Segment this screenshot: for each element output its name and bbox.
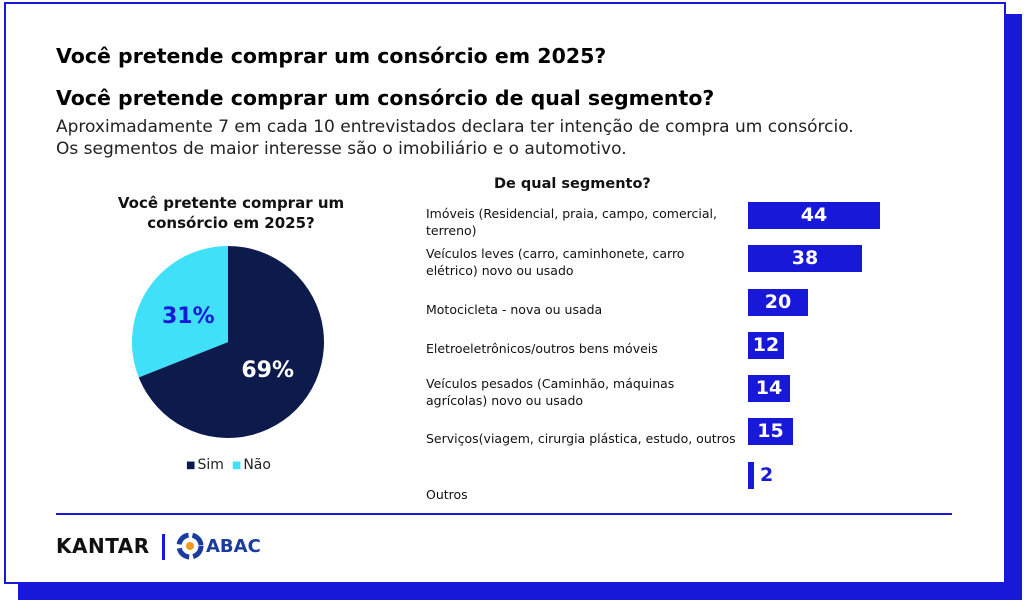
bar-mark — [748, 418, 793, 445]
summary-line-1: Aproximadamente 7 em cada 10 entrevistad… — [56, 117, 854, 137]
legend-item-sim: ■ Sim — [186, 457, 224, 473]
legend-label-sim: Sim — [197, 457, 224, 473]
bar-value-label: 2 — [760, 464, 774, 486]
bar-category-label: Motocicleta - nova ou usada — [426, 302, 603, 317]
pie-slice-sim — [138, 246, 324, 438]
bar-value-label: 12 — [752, 334, 780, 356]
bar-category-label: Eletroeletrônicos/outros bens móveis — [426, 341, 658, 356]
bar-category-label: Serviços(viagem, cirurgia plástica, estu… — [426, 431, 736, 446]
pie-label-sim: 69% — [241, 358, 294, 383]
bar-mark — [748, 375, 790, 402]
bar-category-label: Veículos leves (carro, caminhonete, carr… — [426, 246, 685, 278]
abac-logo-icon — [176, 532, 204, 560]
bar-mark — [748, 202, 880, 229]
legend-label-nao: Não — [243, 457, 271, 473]
pie-chart: 69% 31% — [131, 246, 324, 438]
bar-category-label: Outros — [426, 487, 468, 502]
bar-value-label: 38 — [791, 247, 819, 269]
abac-logo: ABAC — [206, 536, 261, 557]
bar-mark — [748, 332, 784, 359]
footer-divider — [56, 513, 952, 515]
page-title-2: Você pretende comprar um consórcio de qu… — [56, 86, 715, 110]
logo-separator — [162, 534, 165, 560]
kantar-logo: KANTAR — [56, 534, 150, 558]
pie-legend: ■ Sim ■ Não — [186, 457, 271, 473]
summary-line-2: Os segmentos de maior interesse são o im… — [56, 139, 627, 159]
bar-mark — [748, 245, 862, 272]
legend-swatch-nao: ■ — [231, 459, 242, 471]
bar-value-label: 15 — [757, 420, 784, 442]
bar-category-label: Imóveis (Residencial, praia, campo, come… — [426, 206, 717, 238]
pie-label-não: 31% — [162, 304, 215, 329]
pie-slice-não — [131, 246, 228, 378]
pie-chart-title: Você pretente comprar um consórcio em 20… — [117, 194, 345, 232]
legend-swatch-sim: ■ — [186, 459, 196, 471]
bar-mark — [748, 289, 808, 316]
page-title: Você pretende comprar um consórcio em 20… — [56, 44, 607, 68]
bar-value-label: 20 — [764, 291, 792, 313]
bar-category-label: Veículos pesados (Caminhão, máquinas agr… — [426, 376, 675, 408]
bar-value-label: 44 — [800, 204, 828, 226]
bar-chart-title: De qual segmento? — [494, 176, 651, 192]
bar-mark — [748, 462, 754, 489]
legend-item-nao: ■ Não — [232, 457, 271, 473]
bar-value-label: 14 — [755, 377, 783, 399]
